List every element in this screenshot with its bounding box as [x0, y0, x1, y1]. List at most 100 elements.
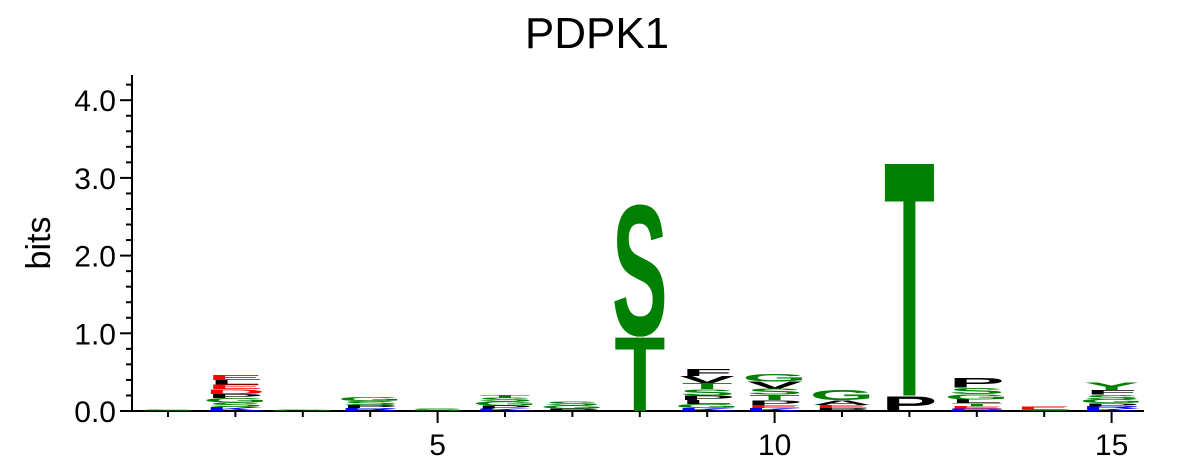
logo-letter-group: S: [545, 401, 601, 407]
logo-letter-group: F: [682, 367, 733, 378]
logo-letter: G: [675, 403, 740, 409]
logo-letter: G: [540, 405, 605, 410]
logo-letter: S: [545, 401, 601, 407]
logo-letter: T: [951, 402, 1002, 407]
logo-letter: S: [140, 409, 196, 411]
logo-letter: S: [612, 166, 668, 375]
logo-letter: R: [1082, 406, 1142, 410]
logo-letter: R: [340, 407, 400, 412]
logo-letter: P: [477, 405, 533, 410]
logo-letter-group: P: [679, 394, 735, 401]
logo-letter-group: G: [473, 401, 538, 407]
logo-letter: S: [342, 400, 398, 406]
logo-letter-group: G: [1079, 398, 1144, 404]
logo-letter: G: [473, 401, 538, 407]
logo-letter-group: Y: [1084, 380, 1140, 392]
logo-letter-group: F: [1086, 389, 1137, 396]
logo-letter-group: S: [679, 388, 735, 398]
logo-letter-group: S: [612, 166, 668, 375]
logo-letter-group: G: [810, 386, 875, 403]
logo-letter-group: G: [203, 397, 268, 404]
logo-letter-group: S: [140, 409, 196, 411]
logo-letter-group: P: [747, 399, 803, 406]
logo-letter: E: [1016, 406, 1072, 411]
logo-letter-group: T: [884, 91, 935, 467]
logo-letter-group: K: [677, 407, 738, 412]
logo-letter: P: [208, 393, 264, 399]
logo-letter: S: [1084, 393, 1140, 400]
x-tick-label: 10: [758, 429, 791, 462]
y-tick-label: 1.0: [74, 318, 116, 351]
logo-letter: K: [475, 408, 536, 412]
logo-letter-group: S: [747, 387, 803, 397]
logo-letter-group: G: [675, 403, 740, 409]
logo-letter-group: K: [205, 406, 266, 412]
logo-letter-group: S: [410, 408, 466, 412]
logo-letter: S: [410, 408, 466, 412]
logo-letter-group: E: [208, 383, 264, 390]
logo-letter: G: [203, 397, 268, 404]
logo-letter: L: [682, 399, 733, 405]
logo-letter-group: K: [475, 408, 536, 412]
logo-letter: S: [949, 386, 1005, 396]
logo-letter-group: T: [749, 393, 800, 402]
logo-letter: F: [1086, 389, 1137, 396]
logo-letter: G: [338, 396, 403, 402]
logo-letter-group: S: [1016, 409, 1072, 411]
logo-letter: D: [205, 388, 265, 395]
logo-letter: P: [747, 399, 803, 406]
logo-letter-group: R: [947, 408, 1007, 412]
logo-letter: T: [614, 316, 665, 434]
logo-letter-group: E: [949, 406, 1005, 410]
logo-letter-group: P: [545, 408, 601, 412]
logo-letter-group: P: [342, 404, 398, 409]
logo-letter: V: [747, 380, 803, 391]
logo-letter: T: [682, 381, 733, 391]
logo-letter: E: [208, 373, 264, 382]
logo-letter: F: [682, 367, 733, 378]
logo-letter-group: P: [814, 407, 870, 412]
logo-letter: K: [745, 407, 806, 412]
logo-letter: G: [1079, 398, 1144, 404]
logo-letter: S: [1016, 409, 1072, 411]
logo-letter-group: E: [814, 404, 870, 409]
axes: [120, 75, 1144, 423]
logo-letter: K: [1082, 408, 1143, 412]
chart-title: PDPK1: [525, 9, 669, 58]
logo-letter: L: [210, 379, 261, 386]
logo-letter-group: S: [477, 397, 533, 403]
logo-letter: S: [477, 397, 533, 403]
logo-letter-group: S: [1084, 393, 1140, 400]
logo-letter-group: E: [747, 404, 803, 409]
logo-letter: L: [951, 398, 1002, 404]
logo-letter: R: [947, 408, 1007, 412]
logo-letter: P: [679, 394, 735, 401]
y-tick-label: 4.0: [74, 85, 116, 118]
logo-letter-group: P: [949, 375, 1005, 391]
y-tick-label: 0.0: [74, 396, 116, 429]
y-tick-label: 2.0: [74, 241, 116, 274]
logo-letter: T: [480, 394, 531, 399]
logo-letter: K: [205, 406, 266, 412]
logo-letter-group: S: [342, 400, 398, 406]
logo-letter: A: [812, 399, 872, 406]
logo-letter-group: D: [205, 388, 265, 395]
logo-letter: P: [949, 375, 1005, 391]
logo-letter-group: S: [208, 401, 264, 408]
x-tick-label: 5: [429, 429, 446, 462]
logo-letter-group: P: [477, 405, 533, 410]
logo-letter: P: [545, 408, 601, 412]
logo-letter-group: P: [1084, 402, 1140, 407]
logo-letter: G: [944, 392, 1009, 401]
x-tick-label: 15: [1095, 429, 1128, 462]
logo-letter: P: [814, 407, 870, 412]
logo-letter: S: [208, 401, 264, 408]
y-tick-label: 3.0: [74, 163, 116, 196]
logo-letter: P: [1084, 402, 1140, 407]
logo-letter-group: P: [208, 393, 264, 399]
logo-letter-group: P: [882, 391, 938, 415]
logo-letter-group: T: [951, 402, 1002, 407]
logo-letter-group: G: [540, 405, 605, 410]
